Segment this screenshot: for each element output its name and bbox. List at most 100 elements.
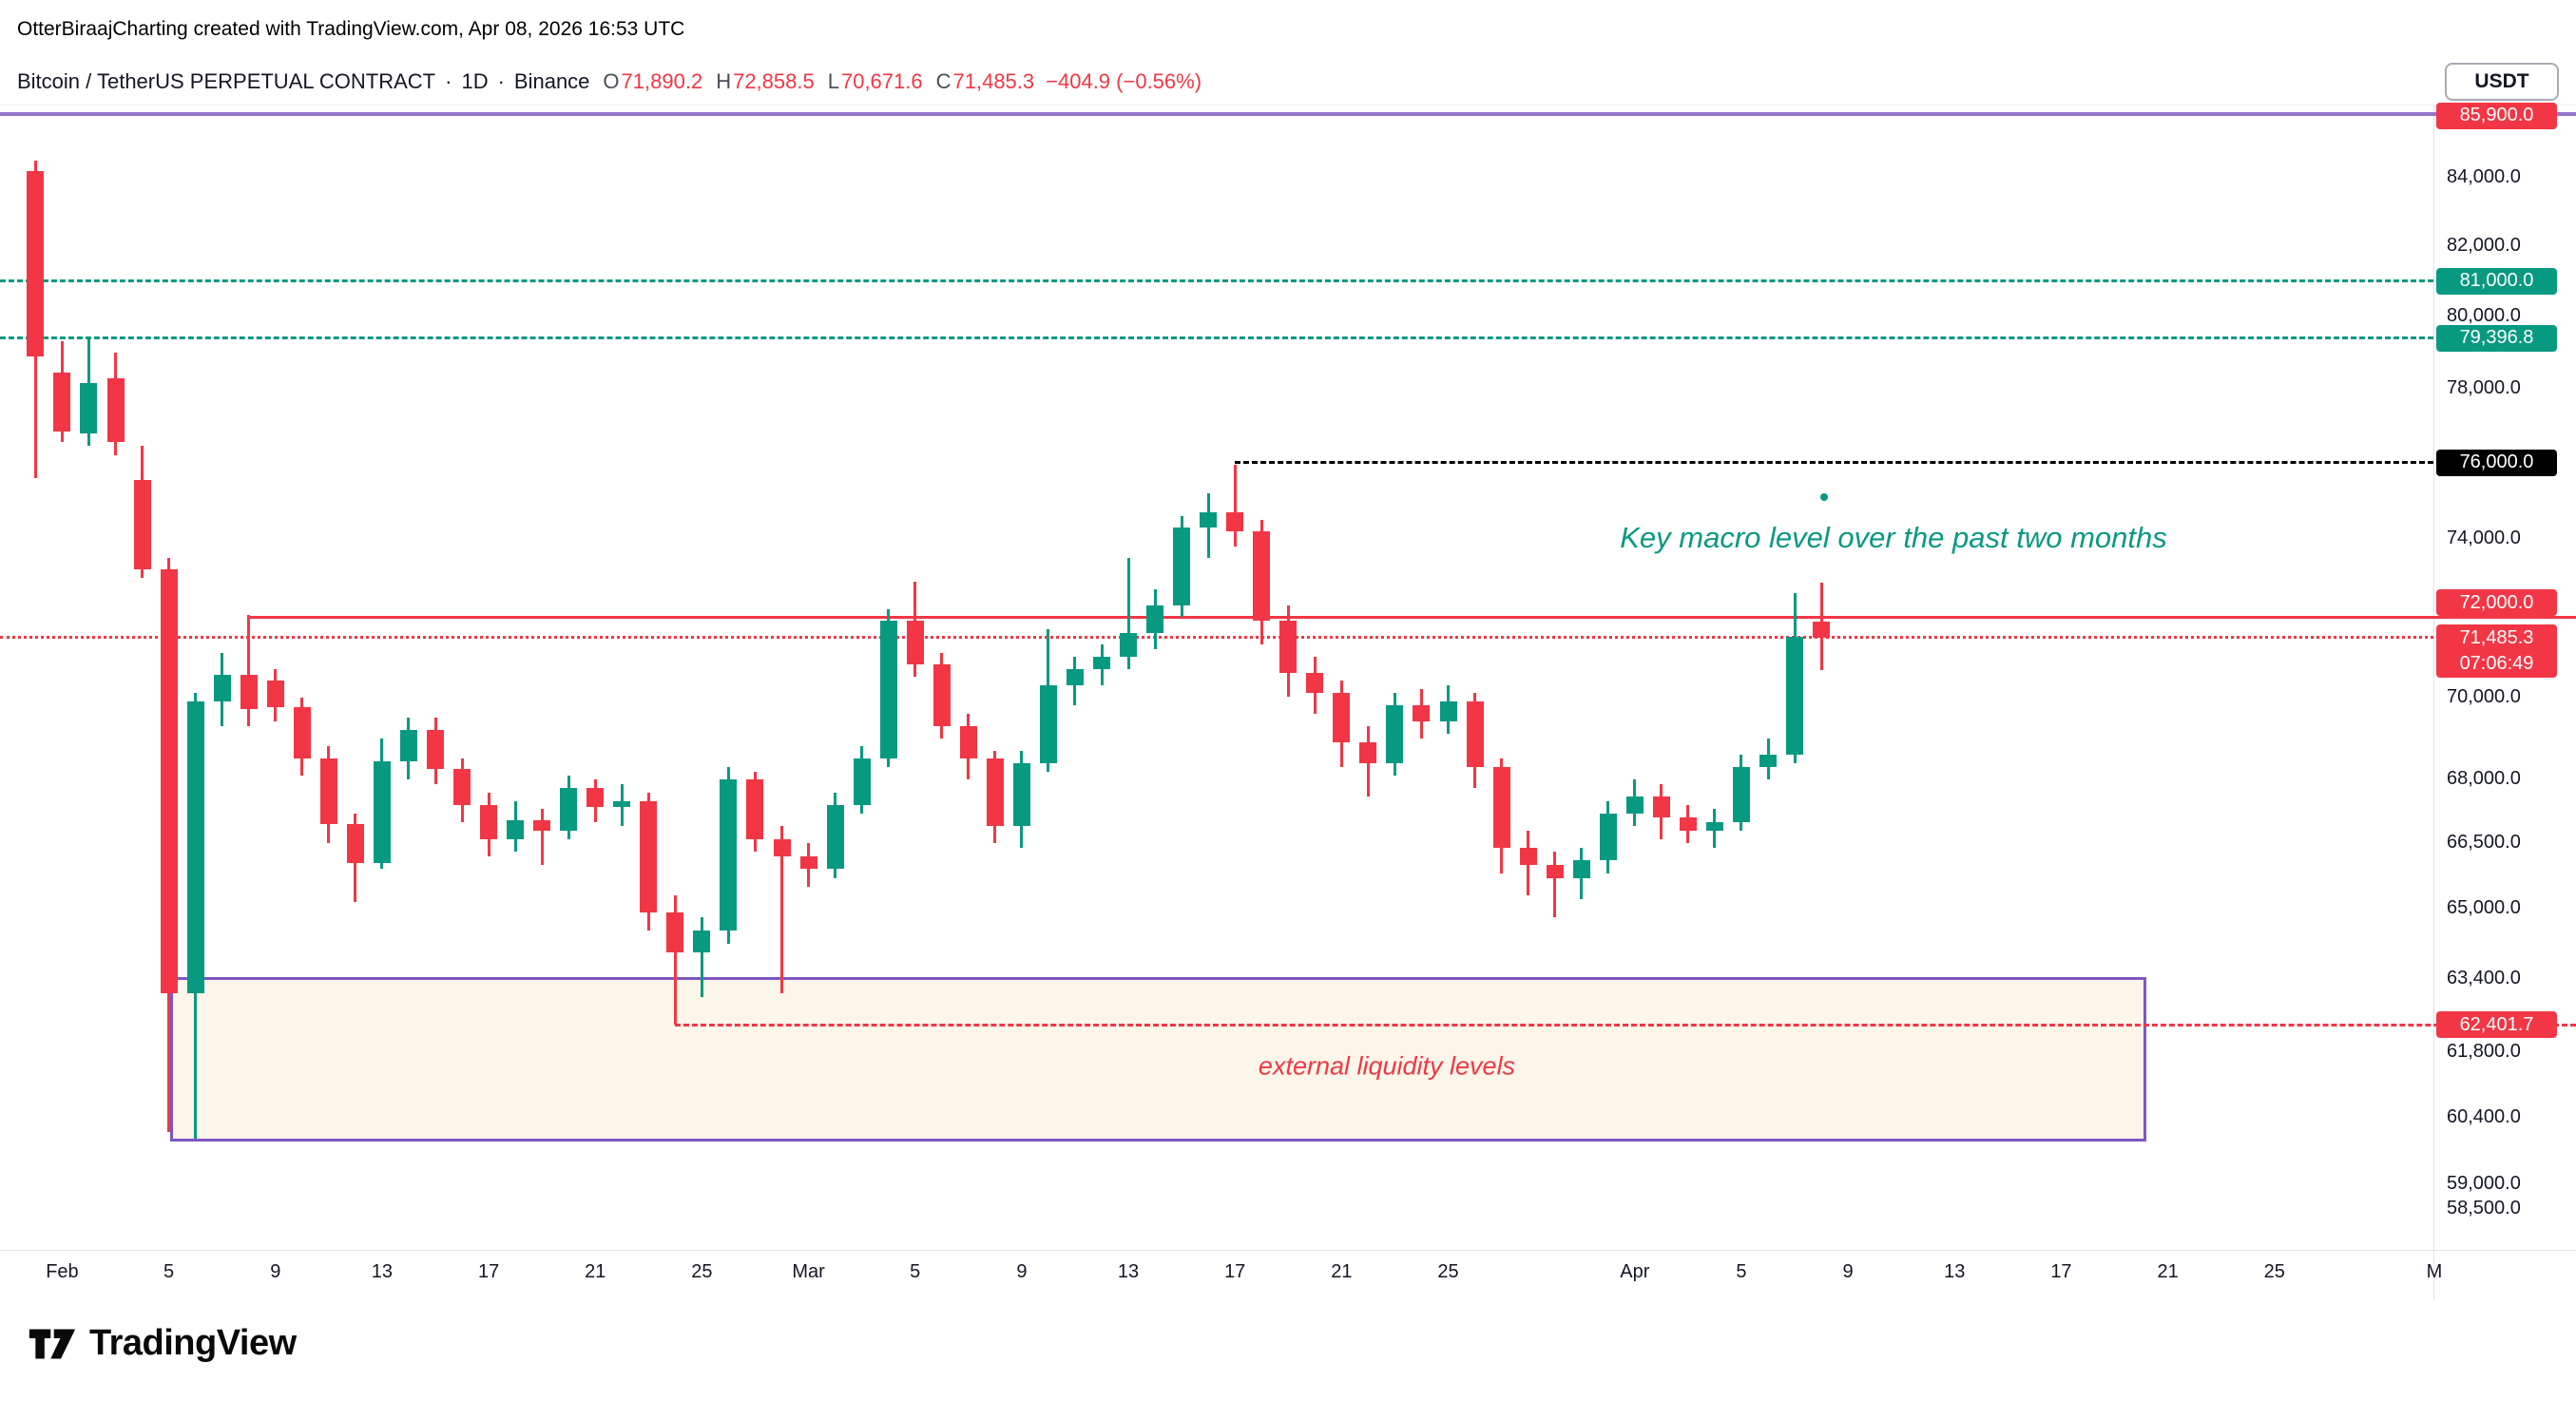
liquidity-box[interactable]: [170, 977, 2147, 1142]
interval-label[interactable]: 1D: [461, 68, 489, 93]
candle: [1492, 767, 1510, 848]
exchange-label: Binance: [513, 68, 590, 93]
time-tick-label: 5: [1736, 1261, 1747, 1282]
time-tick-label: M: [2426, 1261, 2443, 1282]
legend-separator: ·: [497, 68, 505, 93]
legend-separator: ·: [445, 68, 452, 93]
change-value: −404.9 (−0.56%): [1046, 68, 1202, 93]
high-prefix: H: [716, 68, 732, 93]
candle: [1359, 741, 1377, 763]
price-badge-value: 71,485.3: [2459, 626, 2534, 648]
candle: [160, 569, 178, 993]
text-annotation[interactable]: external liquidity levels: [1258, 1051, 1516, 1081]
close-value: 71,485.3: [952, 68, 1035, 93]
price-badge-value: 72,000.0: [2459, 591, 2534, 613]
candle: [986, 758, 1004, 827]
time-tick-label: 5: [163, 1261, 175, 1282]
candle: [1200, 511, 1218, 528]
time-tick-label: 25: [2263, 1261, 2285, 1282]
candle: [693, 930, 711, 953]
candle: [533, 819, 551, 831]
level-line-purple-top-line[interactable]: [0, 111, 2576, 116]
time-tick-label: 21: [585, 1261, 606, 1282]
time-tick-label: 17: [2050, 1261, 2072, 1282]
price-badge-value: 85,900.0: [2459, 105, 2534, 126]
chart-legend: Bitcoin / TetherUS PERPETUAL CONTRACT · …: [0, 58, 2576, 105]
candle: [959, 725, 977, 759]
price-badge-value: 76,000.0: [2459, 451, 2534, 473]
candle: [773, 838, 791, 856]
high-value: 72,858.5: [733, 68, 815, 93]
candle: [319, 758, 337, 825]
candle: [853, 758, 871, 805]
candle: [906, 621, 924, 665]
candle: [1705, 821, 1723, 831]
level-line-black-dashed-76000[interactable]: [1235, 461, 2433, 465]
candle-wick: [780, 826, 784, 993]
candle: [399, 729, 417, 761]
symbol-title[interactable]: Bitcoin / TetherUS PERPETUAL CONTRACT: [17, 68, 436, 93]
price-tick-label: 84,000.0: [2447, 165, 2521, 187]
time-tick-label: 21: [2157, 1261, 2179, 1282]
candle: [1439, 700, 1457, 722]
candle-wick: [1233, 464, 1237, 547]
candle-wick: [1553, 852, 1557, 917]
time-tick-label: 9: [1016, 1261, 1028, 1282]
pane-top-border: [0, 105, 2576, 106]
candle: [1279, 621, 1298, 673]
candle: [1039, 684, 1057, 763]
price-badge: 79,396.8: [2436, 324, 2557, 352]
level-line-green-dashed-81000[interactable]: [0, 279, 2433, 283]
candle: [53, 372, 71, 432]
tradingview-logo-icon: [29, 1328, 76, 1359]
tradingview-logo[interactable]: TradingView: [29, 1323, 297, 1364]
price-badge: 85,900.0: [2436, 102, 2557, 129]
candle: [1253, 530, 1271, 622]
price-tick-label: 68,000.0: [2447, 768, 2521, 790]
open-value: 71,890.2: [621, 68, 703, 93]
time-tick-label: Mar: [792, 1261, 825, 1282]
candle: [1813, 621, 1831, 638]
candle: [1306, 672, 1324, 694]
price-tick-label: 80,000.0: [2447, 305, 2521, 327]
candle: [133, 479, 151, 570]
candle: [640, 800, 658, 913]
time-tick-label: 25: [691, 1261, 713, 1282]
candle: [293, 707, 311, 759]
level-line-green-dashed-79396[interactable]: [0, 336, 2433, 340]
currency-toggle-button[interactable]: USDT: [2445, 63, 2559, 101]
candle: [266, 681, 284, 708]
candle: [507, 819, 525, 839]
tradingview-wordmark: TradingView: [89, 1323, 297, 1363]
price-badge: 72,000.0: [2436, 589, 2557, 617]
price-badge-value: 81,000.0: [2459, 270, 2534, 292]
candle: [1786, 636, 1804, 756]
attribution-text: OtterBiraajCharting created with Trading…: [17, 17, 685, 40]
level-line-red-key-level-72000[interactable]: [248, 615, 2576, 619]
candle: [1732, 767, 1750, 822]
candle: [666, 912, 684, 953]
text-annotation[interactable]: Key macro level over the past two months: [1620, 521, 2167, 554]
price-tick-label: 61,800.0: [2447, 1041, 2521, 1063]
time-tick-label: 17: [1224, 1261, 1246, 1282]
candle: [480, 804, 498, 839]
price-tick-label: 78,000.0: [2447, 377, 2521, 399]
candle: [586, 788, 605, 808]
candle-wick: [540, 809, 544, 865]
marker-dot: [1819, 492, 1828, 501]
time-tick-label: Feb: [46, 1261, 79, 1282]
candle: [346, 824, 364, 863]
level-line-red-dashed-62401[interactable]: [675, 1023, 2576, 1027]
price-axis-border: [2433, 105, 2434, 1299]
candle: [213, 675, 231, 701]
price-badge-value: 79,396.8: [2459, 327, 2534, 349]
candle: [1012, 762, 1030, 827]
price-tick-label: 70,000.0: [2447, 685, 2521, 707]
time-tick-label: 13: [371, 1261, 394, 1282]
candle: [1625, 796, 1644, 814]
candle: [373, 760, 391, 863]
candle: [613, 800, 631, 808]
time-tick-label: 9: [1842, 1261, 1854, 1282]
candle: [1679, 817, 1697, 831]
